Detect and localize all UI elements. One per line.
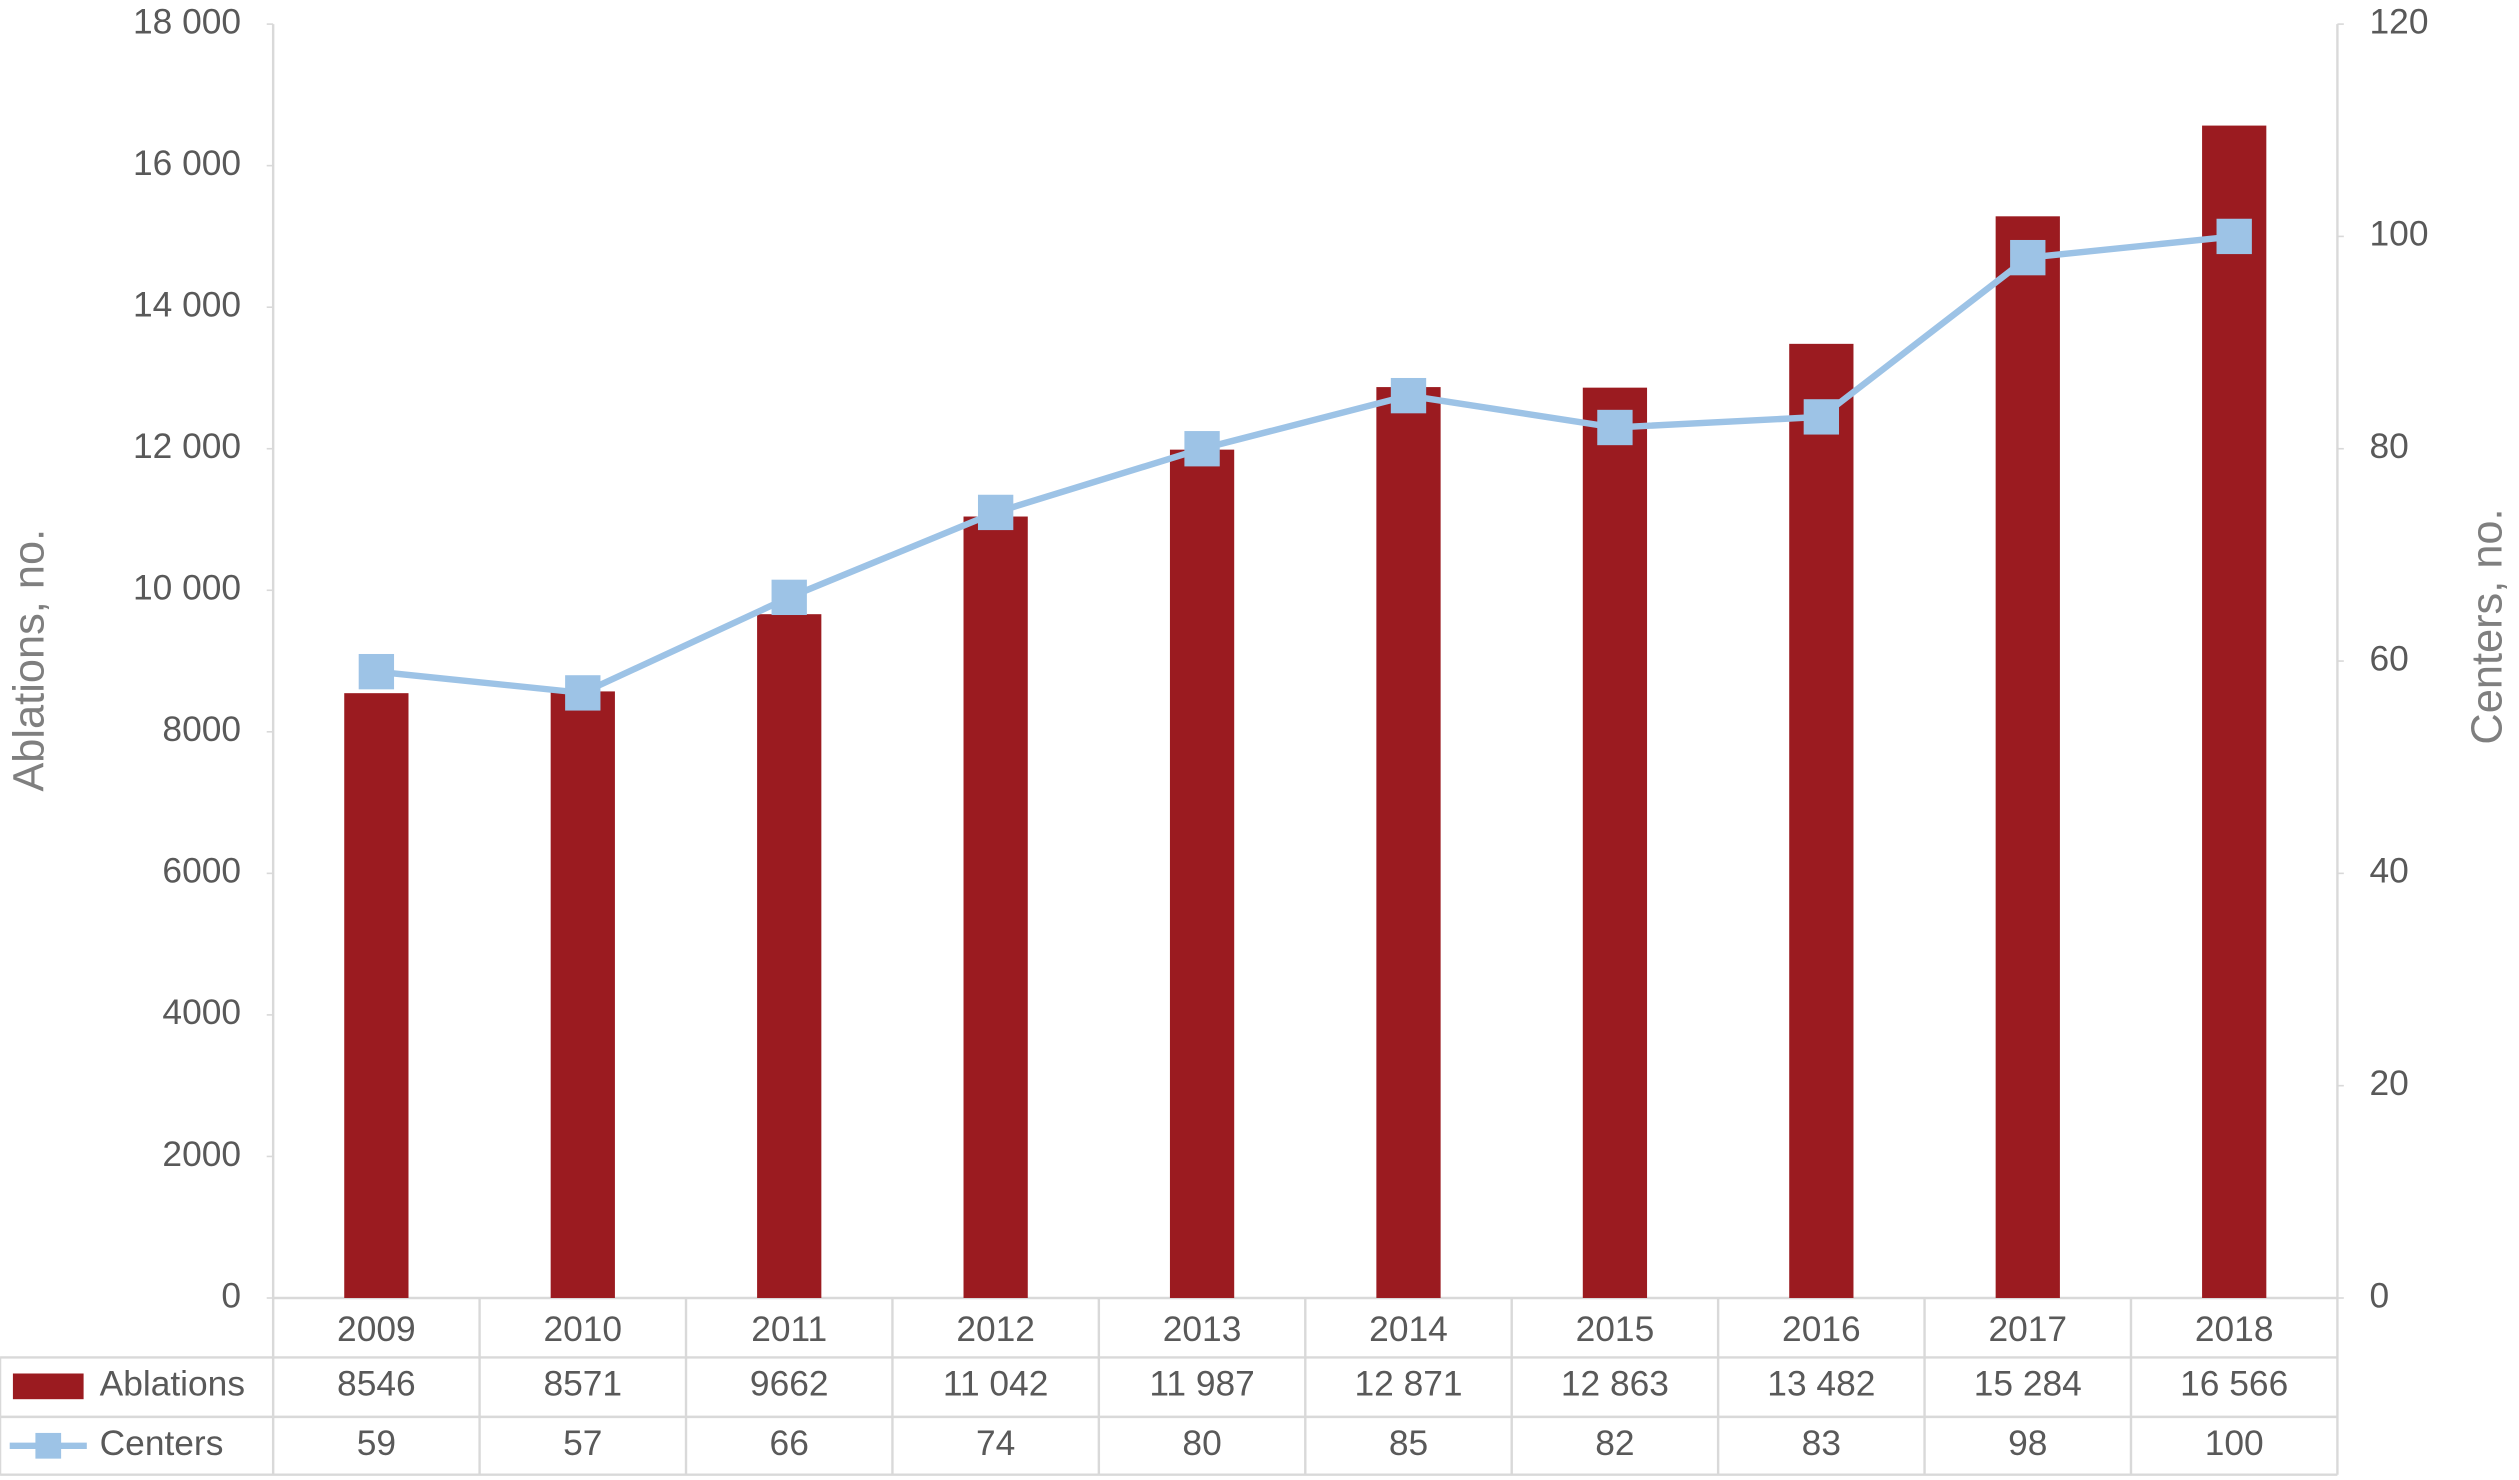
legend-label: Centers [100,1424,224,1463]
bar [1789,343,1854,1298]
table-value: 9662 [750,1365,829,1404]
y-tick-label: 10 000 [133,569,241,608]
bar [2202,125,2267,1298]
table-value: 74 [976,1424,1015,1463]
line [376,233,2235,697]
table-value: 98 [2008,1424,2047,1463]
bar [550,691,615,1298]
x-tick-label: 2018 [2195,1310,2274,1349]
y2-tick-label: 40 [2370,852,2409,891]
legend-swatch [12,1373,84,1400]
marker [2216,218,2252,255]
x-tick-label: 2013 [1163,1310,1242,1349]
table-value: 12 871 [1354,1365,1462,1404]
table-value: 15 284 [1974,1365,2082,1404]
y-tick-label: 0 [221,1276,241,1315]
legend-label: Ablations [100,1365,245,1404]
bar [1995,216,2060,1298]
y2-axis-title: Centers, no. [2463,508,2511,744]
bar [1582,387,1648,1298]
marker [1184,431,1220,467]
table-value: 85 [1389,1424,1428,1463]
y-tick-label: 12 000 [133,427,241,466]
table-value: 57 [563,1424,602,1463]
x-tick-label: 2012 [956,1310,1035,1349]
table-value: 11 987 [1149,1365,1254,1404]
y2-tick-label: 80 [2370,427,2409,466]
marker [2010,239,2046,276]
table-value: 80 [1182,1424,1221,1463]
y2-tick-label: 100 [2370,215,2429,254]
x-tick-label: 2015 [1576,1310,1655,1349]
table-value: 12 863 [1561,1365,1669,1404]
bar [1169,449,1235,1298]
table-value: 13 482 [1767,1365,1875,1404]
x-tick-label: 2016 [1782,1310,1861,1349]
y2-tick-label: 20 [2370,1064,2409,1103]
bar [344,693,409,1298]
bar [757,614,822,1298]
y-axis-title: Ablations, no. [6,529,54,792]
table-value: 59 [357,1424,396,1463]
table-value: 8546 [337,1365,416,1404]
table-value: 100 [2205,1424,2264,1463]
marker [358,653,395,690]
table-value: 82 [1595,1424,1634,1463]
marker [1803,399,1840,435]
marker [1597,409,1633,446]
y-tick-label: 16 000 [133,144,241,183]
bar [963,516,1028,1298]
y-tick-label: 18 000 [133,2,241,41]
y2-tick-label: 0 [2370,1276,2390,1315]
x-tick-label: 2014 [1369,1310,1448,1349]
bar [1376,387,1441,1298]
table-value: 66 [770,1424,809,1463]
table-value: 16 566 [2180,1365,2288,1404]
marker [977,494,1014,531]
legend-swatch [35,1432,62,1459]
x-tick-label: 2010 [543,1310,622,1349]
marker [565,675,601,711]
y2-tick-label: 60 [2370,639,2409,678]
y-tick-label: 14 000 [133,286,241,325]
x-tick-label: 2009 [337,1310,416,1349]
marker [1390,377,1427,414]
y-tick-label: 6000 [162,852,241,891]
y-tick-label: 2000 [162,1135,241,1174]
table-value: 8571 [543,1365,622,1404]
table-value: 83 [1802,1424,1841,1463]
y-tick-label: 4000 [162,993,241,1032]
x-tick-label: 2017 [1988,1310,2067,1349]
y-tick-label: 8000 [162,710,241,749]
y2-tick-label: 120 [2370,2,2429,41]
x-tick-label: 2011 [751,1310,827,1349]
table-value: 11 042 [943,1365,1048,1404]
marker [771,579,807,616]
